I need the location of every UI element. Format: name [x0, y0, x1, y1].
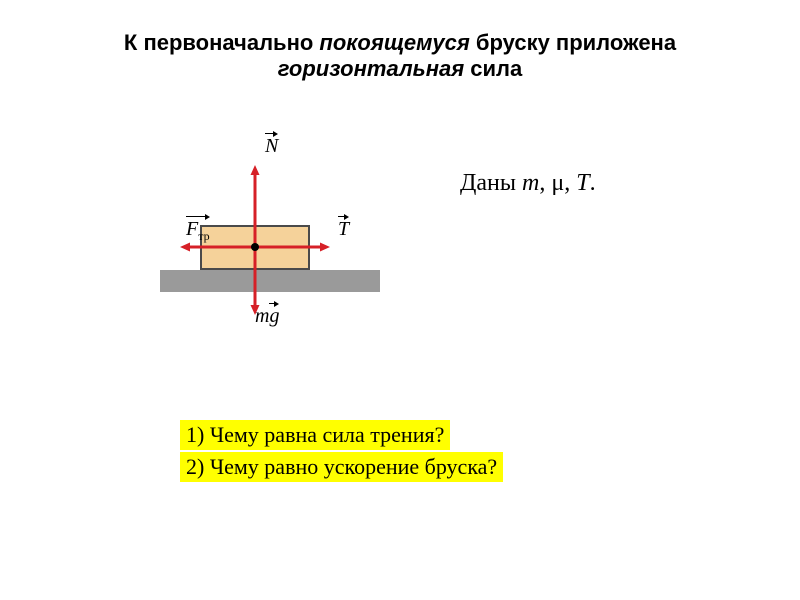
given-T: T	[576, 170, 589, 196]
title-part2: бруску приложена	[470, 30, 676, 55]
given-m: m	[522, 170, 539, 196]
label-friction-force: Fтр	[186, 218, 210, 244]
title-part3: сила	[464, 56, 522, 81]
vector-N: N	[265, 135, 278, 158]
question-1: 1) Чему равна сила трения?	[180, 420, 450, 450]
force-diagram: N T Fтр mg	[160, 140, 380, 340]
given-sep1: ,	[539, 170, 551, 196]
vector-F: Fтр	[186, 218, 210, 244]
vector-g: g	[269, 305, 279, 328]
question-2: 2) Чему равно ускорение бруска?	[180, 452, 503, 482]
label-gravity-force: mg	[255, 305, 279, 328]
title-italic2: горизонтальная	[278, 56, 464, 81]
center-point	[251, 243, 259, 251]
mg-m: m	[255, 305, 269, 327]
given-sep2: ,	[564, 170, 576, 196]
label-normal-force: N	[265, 135, 278, 158]
vector-T: T	[338, 218, 349, 241]
given-data: Даны m, μ, T.	[460, 170, 596, 197]
given-mu: μ	[551, 170, 564, 196]
questions-block: 1) Чему равна сила трения? 2) Чему равно…	[180, 420, 640, 484]
title: К первоначально покоящемуся бруску прило…	[0, 30, 800, 82]
title-italic1: покоящемуся	[319, 30, 469, 55]
given-suffix: .	[590, 170, 596, 196]
title-part1: К первоначально	[124, 30, 320, 55]
label-applied-force: T	[338, 218, 349, 241]
given-prefix: Даны	[460, 170, 522, 196]
